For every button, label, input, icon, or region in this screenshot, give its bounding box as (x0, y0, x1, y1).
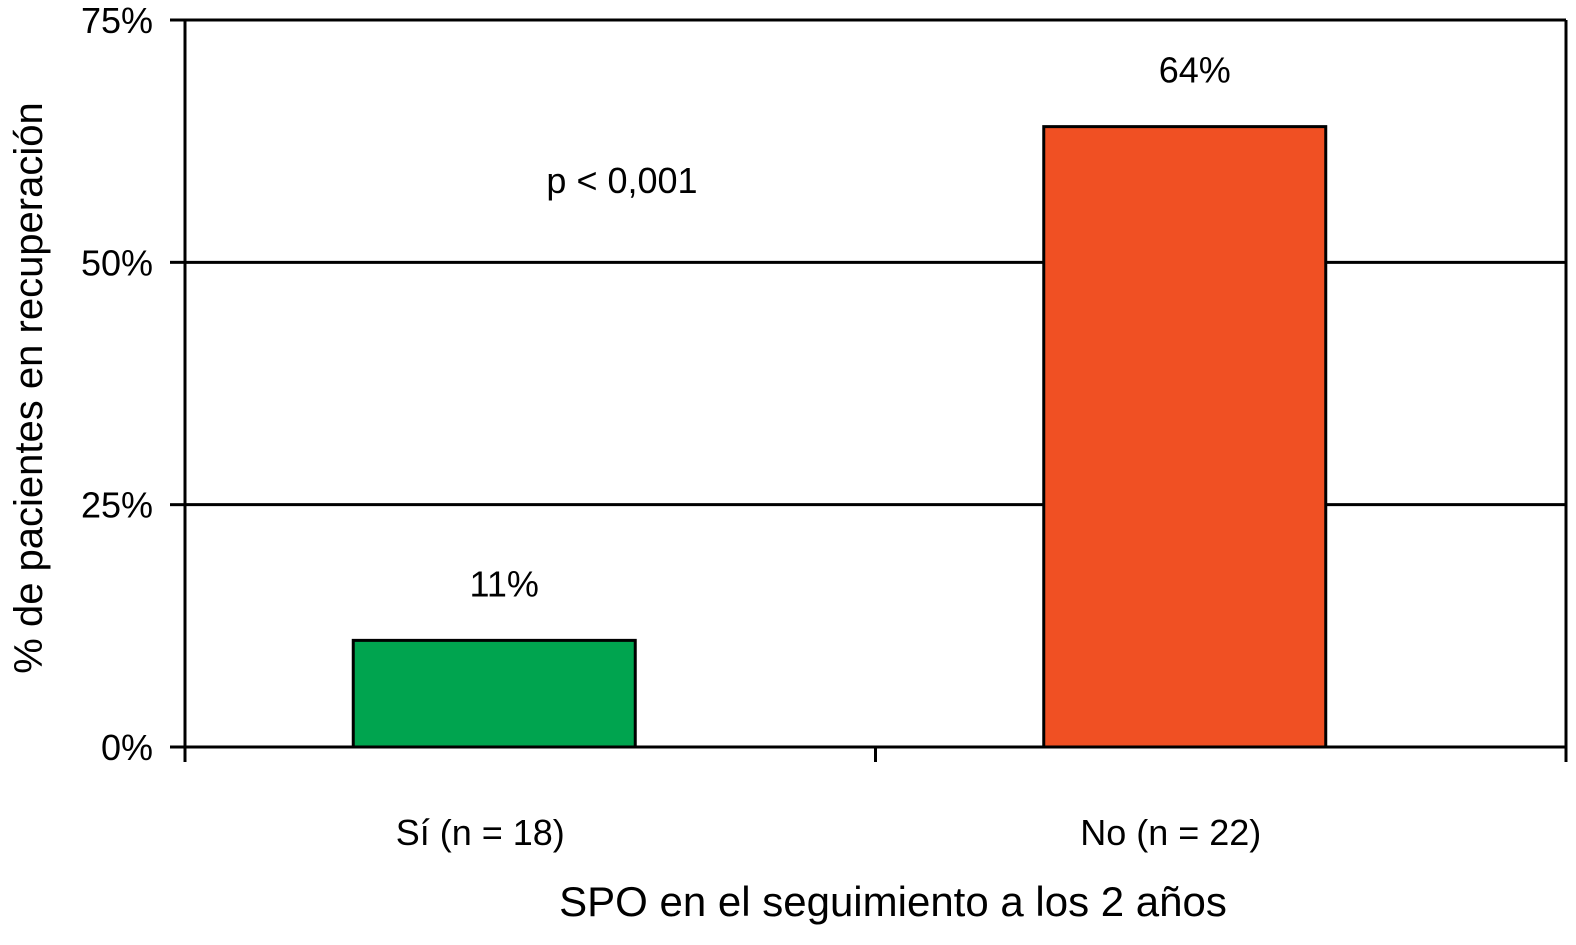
bar (1042, 125, 1328, 749)
p-value-annotation: p < 0,001 (546, 160, 697, 201)
bar-value-label: 11% (470, 563, 539, 604)
y-axis-title: % de pacientes en recuperación (7, 102, 51, 673)
y-tick-label: 75% (81, 0, 153, 41)
y-tick-label: 25% (81, 485, 153, 526)
x-category-label: No (n = 22) (1080, 812, 1261, 853)
y-tick-label: 50% (81, 242, 153, 283)
x-axis-title: SPO en el seguimiento a los 2 años (559, 878, 1227, 925)
axes (170, 18, 1568, 762)
gridlines (185, 260, 1566, 507)
y-tick-label: 0% (101, 727, 153, 768)
bar-value-label: 64% (1159, 50, 1231, 91)
x-category-label: Sí (n = 18) (396, 812, 565, 853)
bars (351, 125, 1328, 749)
bar (351, 638, 637, 749)
labels: 0% 25% 50% 75% 11% Sí (n = 18) 64% No (n = 22) (81, 0, 1261, 853)
